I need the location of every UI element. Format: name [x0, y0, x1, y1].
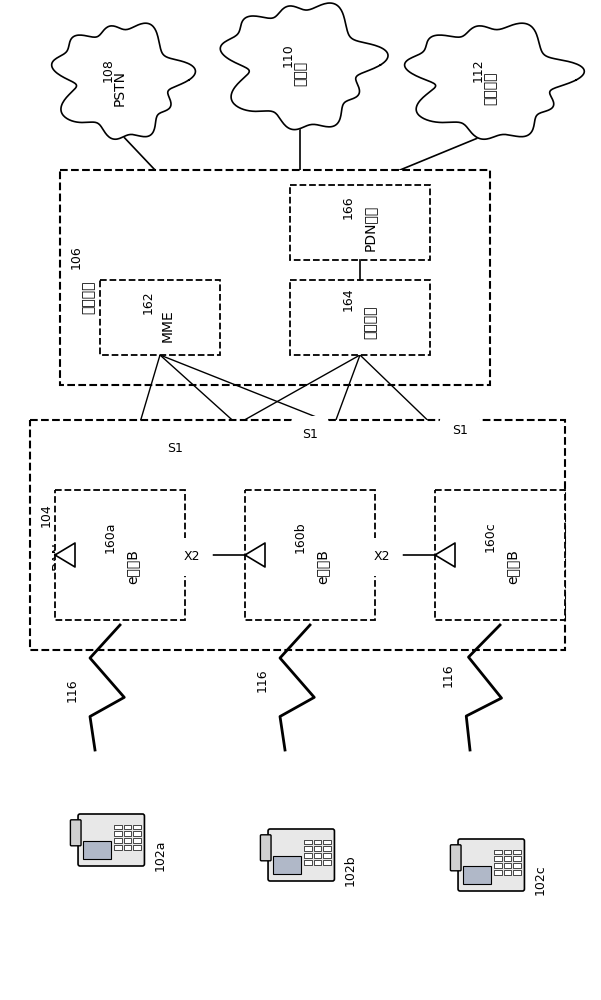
- FancyBboxPatch shape: [458, 839, 525, 891]
- Text: 因特网: 因特网: [293, 60, 307, 86]
- Text: 160c: 160c: [483, 522, 496, 552]
- Bar: [304, 846, 312, 851]
- Bar: [245, 490, 375, 620]
- Text: 106: 106: [70, 246, 82, 269]
- Bar: [114, 831, 122, 836]
- Bar: [513, 850, 520, 854]
- Bar: [495, 863, 502, 868]
- Bar: [495, 856, 502, 861]
- Bar: [504, 870, 511, 875]
- Bar: [114, 825, 122, 829]
- Text: 160a: 160a: [103, 521, 117, 553]
- Bar: [435, 490, 565, 620]
- Bar: [30, 420, 565, 650]
- Bar: [290, 185, 430, 260]
- Text: 116: 116: [255, 668, 269, 692]
- Bar: [323, 846, 331, 851]
- Polygon shape: [52, 23, 195, 139]
- Text: 162: 162: [141, 291, 154, 314]
- Bar: [504, 850, 511, 854]
- Bar: [304, 860, 312, 865]
- Text: MME: MME: [161, 309, 175, 342]
- Text: RAN: RAN: [51, 540, 65, 570]
- Bar: [504, 863, 511, 868]
- Text: 166: 166: [341, 196, 355, 219]
- Bar: [124, 838, 131, 843]
- Text: PSTN: PSTN: [113, 70, 127, 106]
- Bar: [463, 866, 491, 884]
- Bar: [314, 853, 321, 858]
- Bar: [55, 490, 185, 620]
- Text: S1: S1: [302, 428, 318, 442]
- Bar: [314, 846, 321, 851]
- Bar: [513, 863, 520, 868]
- Bar: [133, 845, 141, 850]
- Polygon shape: [404, 23, 584, 139]
- Bar: [124, 845, 131, 850]
- Text: 164: 164: [341, 288, 355, 311]
- Text: 112: 112: [472, 58, 484, 82]
- Bar: [273, 856, 301, 874]
- Text: 其他网络: 其他网络: [483, 71, 497, 105]
- Text: 108: 108: [102, 58, 115, 82]
- Bar: [133, 825, 141, 829]
- Bar: [513, 856, 520, 861]
- Text: S1: S1: [167, 442, 183, 454]
- Text: e节点B: e节点B: [125, 550, 139, 584]
- Text: 160b: 160b: [293, 521, 307, 553]
- Text: e节点B: e节点B: [505, 550, 519, 584]
- FancyBboxPatch shape: [450, 845, 461, 871]
- Bar: [304, 853, 312, 858]
- Bar: [133, 838, 141, 843]
- Bar: [323, 853, 331, 858]
- Bar: [504, 856, 511, 861]
- Text: X2: X2: [184, 550, 200, 564]
- Bar: [60, 170, 490, 385]
- Text: 102b: 102b: [344, 854, 356, 886]
- FancyBboxPatch shape: [260, 835, 271, 861]
- FancyBboxPatch shape: [268, 829, 334, 881]
- Bar: [290, 280, 430, 355]
- Text: PDN网关: PDN网关: [363, 204, 377, 251]
- Text: 102a: 102a: [153, 839, 166, 871]
- Bar: [100, 280, 220, 355]
- Bar: [114, 845, 122, 850]
- Bar: [513, 870, 520, 875]
- FancyBboxPatch shape: [70, 820, 81, 846]
- Bar: [304, 840, 312, 844]
- Bar: [124, 825, 131, 829]
- Text: 核心网络: 核心网络: [81, 281, 95, 314]
- Text: 116: 116: [66, 678, 79, 702]
- Bar: [133, 831, 141, 836]
- Bar: [495, 870, 502, 875]
- Bar: [114, 838, 122, 843]
- Text: 104: 104: [40, 503, 52, 527]
- Bar: [124, 831, 131, 836]
- Text: 110: 110: [281, 43, 294, 67]
- Text: 102c: 102c: [534, 865, 546, 895]
- Bar: [323, 860, 331, 865]
- Text: 服务网关: 服务网关: [363, 306, 377, 339]
- Bar: [314, 860, 321, 865]
- Bar: [83, 841, 111, 859]
- Bar: [314, 840, 321, 844]
- Bar: [323, 840, 331, 844]
- Text: 116: 116: [442, 663, 454, 687]
- Bar: [495, 850, 502, 854]
- Polygon shape: [221, 3, 388, 130]
- Text: X2: X2: [374, 550, 390, 564]
- FancyBboxPatch shape: [78, 814, 144, 866]
- Text: e节点B: e节点B: [315, 550, 329, 584]
- Text: S1: S1: [452, 424, 468, 436]
